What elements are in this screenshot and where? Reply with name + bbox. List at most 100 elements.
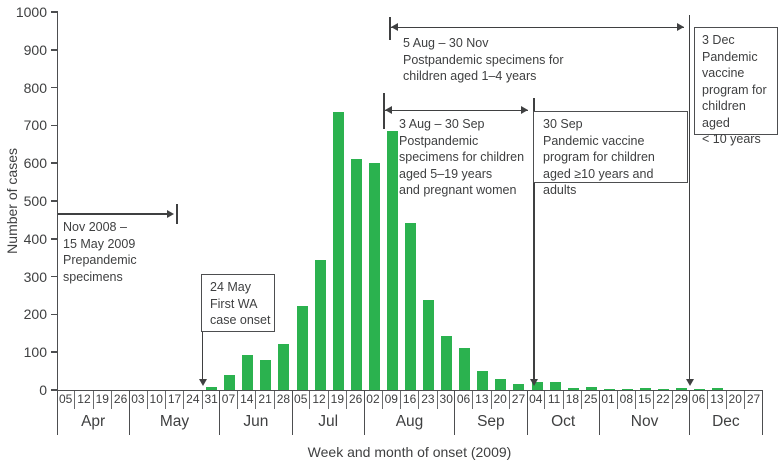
week-label-may-03: 03 <box>129 391 148 409</box>
week-cell-oct-11 <box>546 381 564 390</box>
bar-dec-06 <box>694 388 706 390</box>
y-axis-tick-label: 0 <box>39 382 47 398</box>
bar-nov-15 <box>640 387 652 390</box>
month-boundary-line <box>56 390 58 435</box>
y-axis-tick-label: 1000 <box>15 4 47 20</box>
y-axis-tick <box>51 351 58 353</box>
month-label-jun: Jun <box>243 413 269 430</box>
y-axis-tick <box>51 313 58 316</box>
bar-jun-14 <box>242 355 254 390</box>
week-label-may-10: 10 <box>148 391 166 409</box>
first-case-pointer-line <box>201 331 203 379</box>
vaccine-children-pointer-line <box>688 15 690 379</box>
y-axis-tick-label: 600 <box>23 155 47 172</box>
week-cell-nov-29 <box>673 388 691 390</box>
annotation-postpandemic-1-4: 5 Aug – 30 Nov Postpandemic specimens fo… <box>403 36 564 83</box>
month-label-apr: Apr <box>81 413 106 430</box>
week-label-apr-12: 12 <box>75 391 94 409</box>
week-label-jul-26: 26 <box>348 392 363 406</box>
week-label-sep-27: 27 <box>511 392 526 406</box>
week-cell-nov-01 <box>600 389 618 390</box>
week-label-sep-13: 13 <box>473 391 492 409</box>
vaccine-adults-arrowhead-icon <box>530 379 538 386</box>
y-axis-tick <box>51 238 58 240</box>
plot-area: 0 100 200 300 400 500 600 700 800 900 1000 <box>16 4 763 398</box>
week-label-sep-06: 06 <box>455 391 474 409</box>
postpandemic-5-19-left-arrowhead-icon <box>385 106 392 115</box>
week-cell-aug-02 <box>365 163 383 390</box>
week-cell-aug-16 <box>401 222 419 390</box>
week-cell-jul-12 <box>311 259 329 390</box>
month-label-sep: Sep <box>477 413 505 430</box>
week-cell-aug-23 <box>420 300 438 390</box>
week-label-nov-29: 29 <box>674 392 688 406</box>
week-label-may-17: 17 <box>166 391 185 409</box>
bar-sep-20 <box>495 379 507 390</box>
x-axis-title: Week and month of onset (2009) <box>307 444 512 460</box>
y-axis-tick <box>51 86 58 89</box>
week-label-apr-26: 26 <box>113 392 128 406</box>
y-axis-tick <box>51 11 58 13</box>
postpandemic-5-19-arrow-line <box>385 109 528 111</box>
x-axis-month-row: Apr May Jun Jul Aug Sep Oct Nov Dec <box>57 410 762 434</box>
week-cell-aug-09 <box>383 131 401 390</box>
week-cell-jun-21 <box>257 359 275 390</box>
y-axis-tick <box>51 49 58 51</box>
bar-oct-11 <box>549 381 561 390</box>
bar-sep-06 <box>459 348 471 390</box>
week-label-oct-25: 25 <box>584 392 598 406</box>
week-label-oct-04: 04 <box>527 391 546 409</box>
month-label-may: May <box>159 413 190 430</box>
y-axis-tick <box>51 389 58 391</box>
y-axis-tick <box>51 275 58 278</box>
month-boundary-line <box>526 390 528 435</box>
y-axis-tick <box>51 124 58 127</box>
postpandemic-1-4-start-bar <box>389 17 391 40</box>
bar-sep-13 <box>477 371 489 390</box>
annotation-prepandemic: Nov 2008 – 15 May 2009 Prepandemic speci… <box>63 220 137 284</box>
month-label-dec: Dec <box>712 413 740 430</box>
week-cell-oct-04 <box>528 382 546 390</box>
week-label-nov-22: 22 <box>654 391 673 409</box>
week-label-aug-09: 09 <box>383 391 401 409</box>
week-label-jun-07: 07 <box>220 391 239 409</box>
week-label-jul-19: 19 <box>329 391 347 409</box>
vaccine-children-arrowhead-icon <box>685 379 694 386</box>
postpandemic-5-19-right-arrowhead-icon <box>521 106 528 115</box>
week-label-apr-05: 05 <box>57 391 76 409</box>
y-axis-tick-label: 900 <box>23 41 47 58</box>
bar-sep-27 <box>513 383 525 390</box>
week-cell-sep-20 <box>492 379 510 390</box>
prepandemic-arrowhead-icon <box>167 209 174 218</box>
bar-jul-26 <box>350 158 362 390</box>
month-boundary-line <box>761 390 763 435</box>
bar-nov-01 <box>603 389 615 390</box>
annotation-first-wa-case-box: 24 May First WA case onset <box>201 274 275 332</box>
month-boundary-line <box>689 390 691 435</box>
postpandemic-5-19-start-bar <box>383 93 385 129</box>
annotation-postpandemic-5-19: 3 Aug – 30 Sep Postpandemic specimens fo… <box>399 117 525 197</box>
week-label-nov-08: 08 <box>618 391 636 409</box>
first-case-arrowhead-icon <box>198 379 207 386</box>
week-label-sep-20: 20 <box>492 391 510 409</box>
bar-jul-05 <box>296 306 308 390</box>
bar-aug-30 <box>441 336 453 390</box>
month-boundary-line <box>219 390 221 435</box>
week-label-oct-11: 11 <box>545 391 564 409</box>
bars-container <box>58 12 763 390</box>
week-label-jun-14: 14 <box>238 391 257 409</box>
week-label-aug-16: 16 <box>401 391 420 409</box>
bar-aug-02 <box>368 163 380 390</box>
y-axis-tick <box>51 162 58 164</box>
bar-jun-28 <box>278 343 290 390</box>
week-cell-nov-08 <box>618 388 636 390</box>
week-cell-aug-30 <box>438 336 456 390</box>
week-label-dec-20: 20 <box>727 391 745 409</box>
bar-jun-07 <box>224 374 236 390</box>
week-cell-sep-06 <box>456 348 474 390</box>
month-label-oct: Oct <box>551 413 576 430</box>
week-cell-jun-14 <box>239 355 257 390</box>
week-label-nov-01: 01 <box>599 391 618 409</box>
week-cell-jun-28 <box>275 343 293 390</box>
